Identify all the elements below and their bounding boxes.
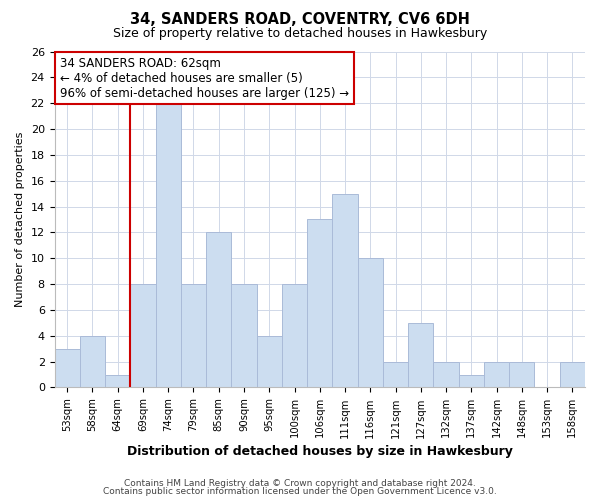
Bar: [155, 103, 181, 388]
Bar: [509, 362, 535, 388]
Bar: [358, 258, 383, 388]
Bar: [181, 284, 206, 388]
Text: Size of property relative to detached houses in Hawkesbury: Size of property relative to detached ho…: [113, 28, 487, 40]
Bar: [206, 232, 232, 388]
X-axis label: Distribution of detached houses by size in Hawkesbury: Distribution of detached houses by size …: [127, 444, 513, 458]
Bar: [560, 362, 585, 388]
Bar: [383, 362, 408, 388]
Bar: [332, 194, 358, 388]
Bar: [55, 348, 80, 388]
Text: Contains HM Land Registry data © Crown copyright and database right 2024.: Contains HM Land Registry data © Crown c…: [124, 478, 476, 488]
Bar: [257, 336, 282, 388]
Bar: [307, 220, 332, 388]
Y-axis label: Number of detached properties: Number of detached properties: [15, 132, 25, 307]
Text: Contains public sector information licensed under the Open Government Licence v3: Contains public sector information licen…: [103, 488, 497, 496]
Bar: [282, 284, 307, 388]
Bar: [130, 284, 155, 388]
Bar: [408, 323, 433, 388]
Bar: [80, 336, 105, 388]
Text: 34 SANDERS ROAD: 62sqm
← 4% of detached houses are smaller (5)
96% of semi-detac: 34 SANDERS ROAD: 62sqm ← 4% of detached …: [60, 56, 349, 100]
Bar: [458, 374, 484, 388]
Bar: [105, 374, 130, 388]
Bar: [433, 362, 458, 388]
Text: 34, SANDERS ROAD, COVENTRY, CV6 6DH: 34, SANDERS ROAD, COVENTRY, CV6 6DH: [130, 12, 470, 28]
Bar: [484, 362, 509, 388]
Bar: [232, 284, 257, 388]
